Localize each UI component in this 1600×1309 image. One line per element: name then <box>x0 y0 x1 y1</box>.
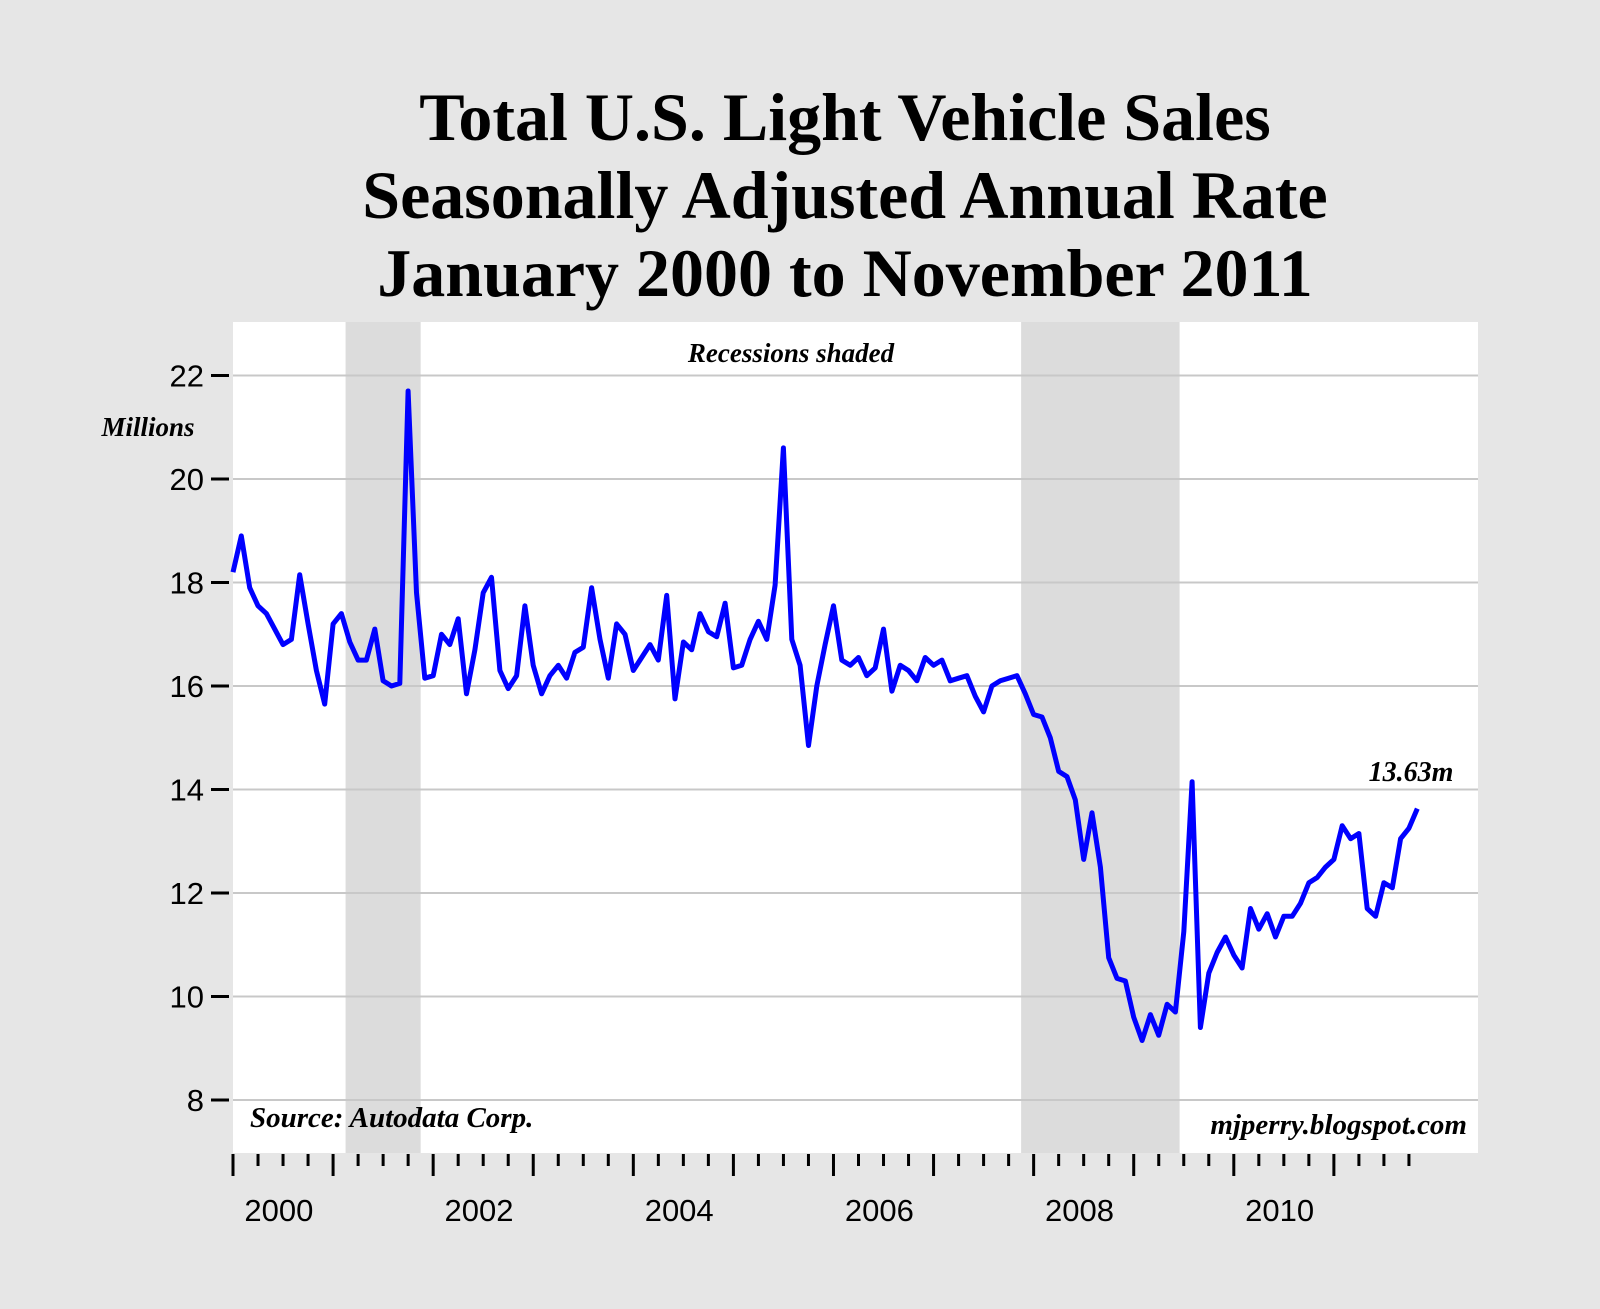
x-tick-label: 2000 <box>244 1193 313 1228</box>
chart-title: Total U.S. Light Vehicle Sales Seasonall… <box>0 78 1600 312</box>
y-tick-label: 8 <box>187 1083 204 1118</box>
x-tick-label: 2008 <box>1045 1193 1114 1228</box>
y-tick-label: 20 <box>170 462 204 497</box>
last-value-label: 13.63m <box>1369 757 1454 788</box>
title-line-3: January 2000 to November 2011 <box>377 235 1313 311</box>
source-note: Source: Autodata Corp. <box>250 1102 533 1134</box>
y-tick-label: 12 <box>170 876 204 911</box>
y-tick-label: 16 <box>170 669 204 704</box>
x-tick-label: 2010 <box>1245 1193 1314 1228</box>
y-tick-label: 10 <box>170 980 204 1015</box>
y-tick-label: 14 <box>170 773 204 808</box>
x-tick-label: 2006 <box>845 1193 914 1228</box>
y-tick-label: 22 <box>170 359 204 394</box>
y-tick-label: 18 <box>170 566 204 601</box>
plot-area <box>233 322 1478 1153</box>
title-line-2: Seasonally Adjusted Annual Rate <box>362 157 1328 233</box>
x-tick-label: 2002 <box>445 1193 514 1228</box>
title-line-1: Total U.S. Light Vehicle Sales <box>419 79 1271 155</box>
y-axis-label: Millions <box>100 412 194 442</box>
site-credit: mjperry.blogspot.com <box>1210 1109 1467 1141</box>
sales-line <box>230 388 1420 1043</box>
recessions-note: Recessions shaded <box>687 338 895 368</box>
x-tick-label: 2004 <box>645 1193 714 1228</box>
